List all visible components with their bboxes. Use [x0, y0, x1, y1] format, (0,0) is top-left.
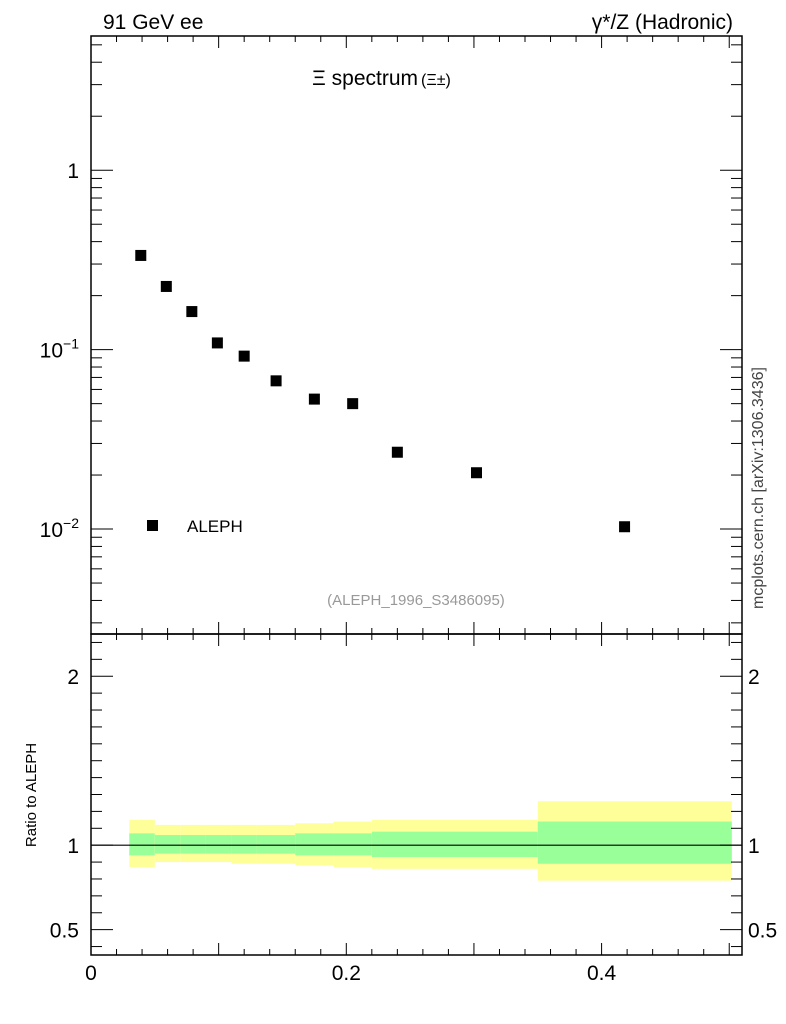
- data-point: [186, 306, 198, 318]
- ratio-y-tick-label-left: 1: [67, 835, 79, 858]
- ratio-band-stat-5: [256, 835, 296, 854]
- data-point: [470, 467, 482, 479]
- data-point: [160, 280, 172, 292]
- plot-title: Ξ spectrum: [312, 67, 418, 90]
- ratio-y-tick-label-left: 2: [67, 666, 79, 689]
- ratio-band-stat-7: [333, 833, 372, 856]
- main-y-tick-label: 1: [67, 160, 79, 183]
- ratio-y-tick-label-right: 1: [748, 835, 760, 858]
- ratio-y-tick-label-right: 0.5: [748, 920, 777, 943]
- header-right-label: γ*/Z (Hadronic): [592, 11, 733, 34]
- data-point: [238, 350, 250, 362]
- ratio-band-stat-0: [129, 833, 155, 856]
- data-point: [308, 393, 320, 405]
- data-point: [270, 375, 282, 387]
- ratio-y-tick-label-left: 0.5: [50, 920, 79, 943]
- x-tick-label: 0.4: [587, 962, 617, 985]
- main-y-tick-label: 10−2: [40, 515, 80, 542]
- plot-title-suffix: (Ξ±): [421, 72, 451, 89]
- ratio-band-stat-2: [180, 835, 206, 854]
- ratio-band-stat-1: [154, 835, 181, 854]
- ratio-band-stat-9: [537, 821, 732, 864]
- data-point: [391, 446, 403, 458]
- analysis-label: (ALEPH_1996_S3486095): [327, 592, 505, 609]
- ratio-band-stat-8: [371, 831, 538, 858]
- header-left-label: 91 GeV ee: [103, 11, 203, 34]
- x-tick-label: 0.2: [332, 962, 361, 985]
- x-tick-label: 0: [85, 962, 97, 985]
- data-point: [211, 337, 223, 349]
- data-point: [347, 398, 359, 410]
- main-y-tick-label: 10−1: [40, 336, 80, 363]
- ratio-band-stat-3: [205, 835, 232, 854]
- legend-label-aleph: ALEPH: [187, 517, 243, 536]
- data-point: [135, 249, 147, 261]
- ratio-y-axis-label: Ratio to ALEPH: [23, 743, 40, 847]
- main-plot-frame: [90, 35, 743, 635]
- watermark-label: mcplots.cern.ch [arXiv:1306.3436]: [750, 367, 767, 609]
- legend-marker-aleph: [147, 520, 158, 531]
- ratio-band-stat-4: [231, 835, 257, 854]
- data-point: [619, 521, 631, 533]
- ratio-plot-frame: [90, 633, 743, 956]
- ratio-y-tick-label-right: 2: [748, 666, 760, 689]
- ratio-band-stat-6: [295, 833, 334, 856]
